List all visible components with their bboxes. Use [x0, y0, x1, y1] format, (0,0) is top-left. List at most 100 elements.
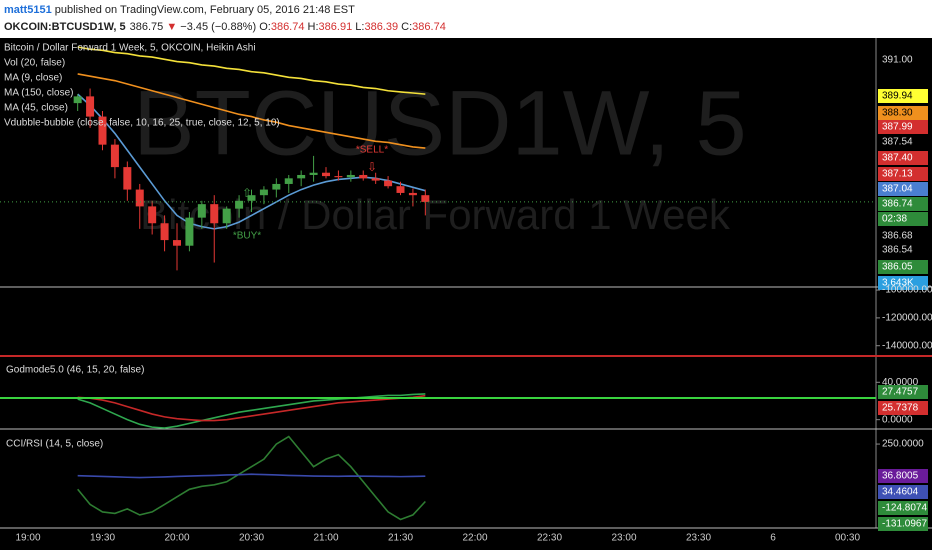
x-tick-label: 19:30: [90, 533, 115, 544]
x-tick-label: 19:00: [15, 533, 40, 544]
y-tick-label: -140000.0000: [882, 340, 932, 351]
value-tag-label: 386.74: [882, 199, 913, 210]
value-tag: [878, 401, 928, 415]
x-tick-label: 21:00: [313, 533, 338, 544]
value-tag: [878, 501, 928, 515]
quote-line: OKCOIN:BTCUSD1W, 5 386.75 ▼ −3.45 (−0.88%…: [4, 21, 446, 33]
x-tick-label: 23:00: [611, 533, 636, 544]
value-tag: [878, 517, 928, 531]
panel-title: CCI/RSI (14, 5, close): [6, 439, 103, 450]
candle-body: [110, 144, 119, 168]
x-tick-label: 23:30: [686, 533, 711, 544]
candle-body: [86, 96, 95, 117]
legend-entry: MA (9, close): [4, 73, 62, 84]
y-tick-label: -120000.0000: [882, 313, 932, 324]
value-tag-label: 36.8005: [882, 471, 919, 482]
value-tag-label: 34.4604: [882, 487, 919, 498]
legend-entry: MA (150, close): [4, 88, 73, 99]
header: matt5151 published on TradingView.com, F…: [0, 0, 932, 38]
value-tag: [878, 276, 928, 290]
candle-body: [98, 116, 107, 145]
candle-body: [235, 200, 244, 209]
symbol: OKCOIN:BTCUSD1W, 5: [4, 21, 126, 33]
x-tick-label: 6: [770, 533, 776, 544]
candle-body: [173, 240, 181, 246]
arrow: ▼: [166, 21, 178, 33]
c-label: C:: [401, 21, 413, 33]
publish-line: matt5151 published on TradingView.com, F…: [4, 4, 355, 16]
annotation: *SELL*: [356, 145, 388, 156]
candle-body: [247, 195, 256, 201]
candle-body: [309, 172, 318, 175]
series-line: [77, 73, 426, 149]
value-tag-label: 25.7378: [882, 403, 919, 414]
series-line: [77, 93, 426, 230]
candle-body: [334, 176, 343, 178]
candle-body: [222, 208, 231, 224]
chart-title: Bitcoin / Dollar Forward 1 Week, 5, OKCO…: [4, 43, 256, 54]
change: −3.45 (−0.88%): [180, 21, 257, 33]
value-tag: [878, 485, 928, 499]
y-tick-label: -100000.0000: [882, 285, 932, 296]
value-tag-label: 386.68: [882, 231, 913, 242]
x-tick-label: 20:30: [239, 533, 264, 544]
value-tag: [878, 212, 928, 226]
series-line: [77, 473, 426, 479]
legend-entry: MA (45, close): [4, 103, 68, 114]
candle-body: [346, 174, 355, 178]
candle-body: [123, 167, 132, 190]
value-tag: [878, 167, 928, 181]
chart: BTCUSD1W, 5 Bitcoin / Dollar Forward 1 We…: [0, 38, 932, 550]
candle-body: [135, 189, 144, 207]
value-tag-label: 387.40: [882, 153, 913, 164]
value-tag-label: 02:38: [882, 214, 907, 225]
user[interactable]: matt5151: [4, 4, 52, 16]
value-tag-label: -124.8074: [882, 503, 927, 514]
value-tag-label: 386.05: [882, 262, 913, 273]
candle-body: [297, 174, 306, 179]
annotation-arrow: ⇩: [367, 160, 377, 174]
background: [0, 38, 932, 550]
legend-entry: Vol (20, false): [4, 58, 65, 69]
value-tag: [878, 120, 928, 134]
panel-title: Godmode5.0 (46, 15, 20, false): [6, 365, 144, 376]
x-tick-label: 22:00: [462, 533, 487, 544]
value-tag-label: 391.00: [882, 55, 913, 66]
candle-body: [259, 189, 268, 196]
open: 386.74: [270, 21, 305, 33]
candle-body: [197, 204, 206, 218]
x-tick-label: 21:30: [388, 533, 413, 544]
value-tag: [878, 469, 928, 483]
published: published on TradingView.com, February 0…: [54, 4, 355, 16]
annotation-arrow: ⇧: [242, 186, 252, 200]
y-tick-label: 0.0000: [882, 414, 913, 425]
series-line: [77, 46, 426, 95]
y-tick-label: 40.0000: [882, 377, 919, 388]
legend-entry: Vdubble-bubble (close, false, 10, 16, 25…: [4, 118, 280, 129]
value-tag-label: 387.04: [882, 184, 913, 195]
candle-body: [371, 178, 380, 181]
value-tag-label: 388.30: [882, 108, 913, 119]
value-tag-label: 387.54: [882, 137, 913, 148]
value-tag: [878, 197, 928, 211]
o-label: O:: [259, 21, 271, 33]
h-label: H:: [307, 21, 319, 33]
series-line: [77, 435, 426, 521]
l-label: L:: [355, 21, 365, 33]
candle-body: [185, 217, 194, 246]
candle-body: [210, 204, 219, 224]
value-tag: [878, 385, 928, 399]
candle-body: [421, 195, 430, 202]
value-tag-label: 387.99: [882, 122, 913, 133]
candle-body: [73, 96, 82, 104]
series-line: [77, 393, 426, 429]
candle-body: [396, 186, 405, 193]
value-tag: [878, 182, 928, 196]
value-tag-label: 27.4757: [882, 387, 919, 398]
value-tag: [878, 151, 928, 165]
watermark-sub: Bitcoin / Dollar Forward 1 Week: [140, 191, 731, 238]
candle-body: [160, 223, 169, 241]
annotation: *BUY*: [233, 231, 261, 242]
value-tag-label: 3.643K: [882, 278, 914, 289]
candle-body: [148, 206, 157, 224]
